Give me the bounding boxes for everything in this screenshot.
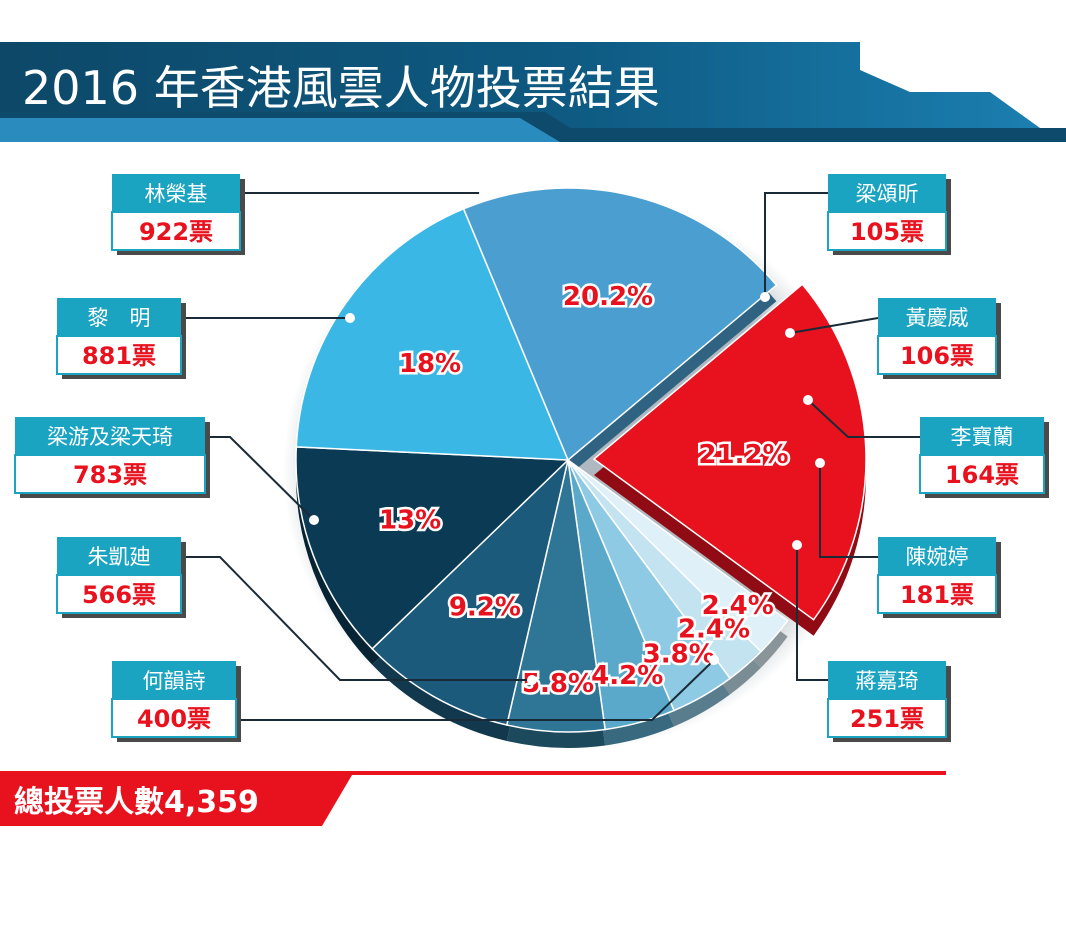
leader-line-6 <box>796 545 828 681</box>
leader-line-5 <box>819 463 878 558</box>
label-box-3: 黃慶威 106票 <box>877 298 1001 379</box>
title-banner: 2016 年香港風雲人物投票結果 <box>0 42 1066 142</box>
candidate-name: 黎 明 <box>88 306 151 330</box>
pie-percent-label-10: 20.2% <box>563 282 653 312</box>
label-votes-bg <box>827 698 947 738</box>
candidate-votes: 922票 <box>139 218 213 246</box>
label-name-bg <box>57 537 181 575</box>
candidate-name: 梁頌昕 <box>856 182 919 206</box>
candidate-votes: 105票 <box>850 218 924 246</box>
leader-dot-5 <box>815 458 825 468</box>
pie-slice-8 <box>295 446 570 650</box>
label-votes-bg <box>877 574 997 614</box>
pie-percent-label-4: 3.8% <box>643 640 715 670</box>
leader-lines <box>180 188 920 721</box>
pie-labels: 21.2%2.4%2.4%3.8%4.2%5.8%9.2%13%18%20.2% <box>376 280 791 702</box>
pie-slice-7 <box>371 457 570 726</box>
label-box-5: 陳婉婷 181票 <box>877 537 1001 618</box>
leader-dot-8 <box>527 675 537 685</box>
pie-percent-label-7: 9.2% <box>449 593 521 623</box>
label-name-bg <box>878 537 996 575</box>
leader-dot-4 <box>803 395 813 405</box>
candidate-name: 李寶蘭 <box>951 425 1014 449</box>
label-box-4: 李寶蘭 164票 <box>919 417 1049 498</box>
leader-line-7 <box>236 659 715 721</box>
candidate-votes: 566票 <box>82 581 156 609</box>
label-name-bg <box>828 174 946 212</box>
banner-shade <box>0 118 560 142</box>
label-votes-bg <box>827 211 947 251</box>
pie-percent-label-9: 18% <box>399 349 461 379</box>
leader-line-3 <box>789 317 879 334</box>
candidate-votes: 400票 <box>137 705 211 733</box>
pie-percent-label-3: 2.4% <box>678 615 750 645</box>
pie-percent-label-5: 4.2% <box>591 661 663 691</box>
label-votes-bg <box>56 574 182 614</box>
pie-slice-1 <box>592 283 867 621</box>
candidate-votes: 783票 <box>73 461 147 489</box>
label-box-6: 蔣嘉琦 251票 <box>827 661 951 742</box>
banner-front <box>0 42 1040 128</box>
pie-slices <box>295 187 867 733</box>
candidate-votes: 881票 <box>82 342 156 370</box>
candidate-votes: 181票 <box>900 581 974 609</box>
leader-dot-6 <box>792 540 802 550</box>
label-votes-bg <box>111 211 241 251</box>
candidate-name: 黃慶威 <box>906 306 969 330</box>
pie-percent-label-8: 13% <box>379 505 441 535</box>
label-box-2: 梁頌昕 105票 <box>827 174 951 255</box>
candidate-name: 陳婉婷 <box>906 545 969 569</box>
leader-line-8 <box>180 556 532 681</box>
label-votes-bg <box>14 454 206 494</box>
leader-dot-9 <box>309 515 319 525</box>
candidate-votes: 251票 <box>850 705 924 733</box>
pie-percent-label-1: 21.2% <box>698 440 788 470</box>
label-box-9: 梁游及梁天琦 783票 <box>14 417 210 498</box>
candidate-name: 蔣嘉琦 <box>856 669 919 693</box>
label-name-bg <box>57 298 181 336</box>
label-votes-bg <box>919 454 1045 494</box>
label-name-bg <box>828 661 946 699</box>
total-bar: 總投票人數4,359 <box>0 771 946 826</box>
label-box-1: 林榮基 922票 <box>111 174 245 255</box>
label-name-bg <box>15 417 205 455</box>
chart-title: 2016 年香港風雲人物投票結果 <box>22 61 660 115</box>
leader-line-2 <box>764 192 828 297</box>
candidate-votes: 106票 <box>900 342 974 370</box>
total-bar-bg <box>0 775 352 826</box>
leader-dot-3 <box>785 328 795 338</box>
candidate-name: 林榮基 <box>145 182 208 206</box>
label-name-bg <box>112 174 240 212</box>
leader-dot-2 <box>760 292 770 302</box>
label-votes-bg <box>56 335 182 375</box>
pie-chart: 21.2%2.4%2.4%3.8%4.2%5.8%9.2%13%18%20.2% <box>283 187 867 750</box>
pie-slice-10 <box>462 187 778 462</box>
pie-percent-label-6: 5.8% <box>522 669 594 699</box>
label-votes-bg <box>877 335 997 375</box>
pie-slice-9 <box>295 207 570 461</box>
label-name-bg <box>920 417 1044 455</box>
candidate-name: 何韻詩 <box>143 669 206 693</box>
leader-line-9 <box>205 436 315 521</box>
pie-percent-label-2: 2.4% <box>702 591 774 621</box>
candidate-votes: 164票 <box>945 461 1019 489</box>
label-votes-bg <box>111 698 237 738</box>
total-voters: 總投票人數4,359 <box>14 785 259 820</box>
leader-dot-10 <box>345 313 355 323</box>
label-name-bg <box>112 661 236 699</box>
leader-line-4 <box>807 399 920 438</box>
candidate-name: 梁游及梁天琦 <box>47 425 173 449</box>
label-name-bg <box>878 298 996 336</box>
label-box-10: 黎 明 881票 <box>56 298 186 379</box>
leader-dot-1 <box>479 188 489 198</box>
label-box-8: 朱凱廸 566票 <box>56 537 186 618</box>
candidate-name: 朱凱廸 <box>88 545 151 569</box>
label-box-7: 何韻詩 400票 <box>111 661 241 742</box>
leader-dot-7 <box>709 655 719 665</box>
